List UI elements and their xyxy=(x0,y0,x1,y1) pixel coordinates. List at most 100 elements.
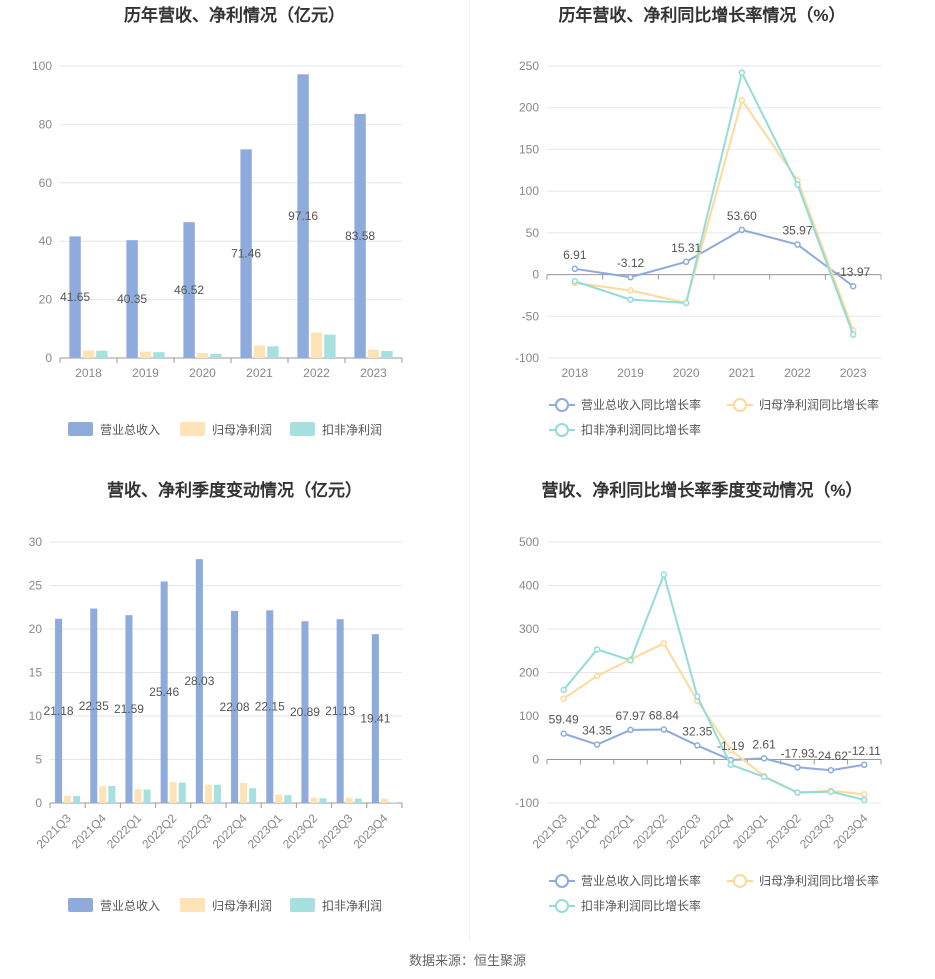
y-tick-label: 60 xyxy=(39,176,53,190)
bar-data-label: 28.03 xyxy=(184,674,214,688)
annual-revenue-profit-chart: 历年营收、净利情况（亿元） 0 20 40 60 80 100 2018 2019 2020 202… xyxy=(0,0,469,450)
series-point xyxy=(794,764,801,771)
bar xyxy=(324,334,336,358)
series-point xyxy=(660,726,668,733)
legend-item: 扣非净利润 xyxy=(290,898,382,913)
series-point xyxy=(682,258,690,266)
y-tick-label: 10 xyxy=(29,709,43,723)
bar-data-label: 21.18 xyxy=(44,704,74,718)
bar-data-label: 22.15 xyxy=(255,700,285,714)
series-line xyxy=(563,642,865,796)
bar xyxy=(134,789,142,803)
x-tick-label: 2022Q4 xyxy=(697,811,737,851)
y-tick-label: 20 xyxy=(39,293,53,307)
y-tick-label: 300 xyxy=(519,622,539,636)
series-point xyxy=(593,646,601,653)
legend-label: 营业总收入 xyxy=(100,899,160,913)
legend-marker xyxy=(555,398,569,412)
bar xyxy=(73,796,81,803)
legend-marker xyxy=(733,874,747,888)
series-point xyxy=(727,761,734,768)
x-tick-label: 2021Q4 xyxy=(69,811,109,851)
series-point xyxy=(627,287,634,294)
x-tick-label: 2022 xyxy=(784,366,811,380)
legend-item: 营业总收入同比增长率 xyxy=(549,873,701,888)
x-tick-label: 2023 xyxy=(840,366,867,380)
x-tick-label: 2022Q3 xyxy=(663,811,703,851)
bar xyxy=(213,784,221,803)
point-data-label: -3.12 xyxy=(617,256,645,270)
series-point xyxy=(760,773,768,781)
legend-marker xyxy=(555,899,569,913)
x-tick-label: 2019 xyxy=(132,366,159,380)
bar xyxy=(284,795,292,803)
legend-item: 扣非净利润同比增长率 xyxy=(549,898,701,913)
x-tick-label: 2022Q3 xyxy=(174,811,214,851)
point-data-label: 34.35 xyxy=(582,724,612,738)
bar xyxy=(240,149,252,358)
x-tick-label: 2020 xyxy=(189,366,216,380)
series-point xyxy=(660,571,668,578)
bar xyxy=(55,618,63,803)
x-tick-label: 2023Q1 xyxy=(730,811,770,851)
bar-data-label: 21.59 xyxy=(114,702,144,716)
y-tick-label: 20 xyxy=(29,622,43,636)
legend-item: 归母净利润同比增长率 xyxy=(727,397,879,412)
bar xyxy=(90,608,98,803)
bar xyxy=(301,621,309,803)
x-tick-label: 2021Q3 xyxy=(530,811,570,851)
x-tick-label: 2022Q2 xyxy=(139,811,179,851)
bar xyxy=(266,610,274,803)
series-point xyxy=(849,282,857,290)
series-point xyxy=(760,755,768,762)
y-tick-label: 40 xyxy=(39,234,53,248)
bar xyxy=(310,797,318,803)
series-point xyxy=(571,277,579,285)
y-tick-label: -50 xyxy=(522,309,540,323)
bar xyxy=(139,351,152,358)
point-data-label: 35.97 xyxy=(782,224,812,238)
legend-item: 扣非净利润同比增长率 xyxy=(549,422,701,437)
bar xyxy=(267,346,279,358)
bar xyxy=(389,802,397,804)
legend-label: 营业总收入 xyxy=(100,423,160,437)
legend-item: 营业总收入 xyxy=(68,898,160,913)
point-data-label: 68.84 xyxy=(649,709,679,723)
legend-marker xyxy=(733,398,747,412)
bar xyxy=(69,236,81,358)
data-source-note: 数据来源：恒生聚源 xyxy=(408,953,526,968)
bar-data-label: 22.08 xyxy=(220,700,250,714)
bar xyxy=(336,619,344,803)
bar xyxy=(371,634,379,803)
y-tick-label: 200 xyxy=(519,101,539,115)
bar-data-label: 71.46 xyxy=(231,247,261,261)
series-point xyxy=(738,96,746,104)
bar xyxy=(196,353,209,358)
legend-label: 扣非净利润同比增长率 xyxy=(581,422,701,437)
bar xyxy=(249,788,257,803)
point-data-label: 2.61 xyxy=(752,737,776,751)
x-tick-label: 2020 xyxy=(673,366,700,380)
legend-label: 归母净利润同比增长率 xyxy=(759,397,879,412)
point-data-label: 59.49 xyxy=(549,713,579,727)
bar xyxy=(160,581,168,803)
x-tick-label: 2023Q3 xyxy=(797,811,837,851)
point-data-label: -24.62 xyxy=(814,749,848,763)
x-tick-label: 2021Q3 xyxy=(34,811,74,851)
bar-data-label: 46.52 xyxy=(174,283,204,297)
x-tick-label: 2023Q3 xyxy=(315,811,355,851)
annual-revenue-profit-svg: 历年营收、净利情况（亿元） 0 20 40 60 80 100 2018 2019 2020 202… xyxy=(32,5,403,437)
quarterly-growth-rate-svg: 营收、净利同比增长率季度变动情况（%） -100 0 100 200 300 400 500 2… xyxy=(515,480,882,913)
bar xyxy=(108,786,116,803)
bar xyxy=(195,559,203,803)
bar-data-label: 40.35 xyxy=(117,292,147,306)
legend-label: 扣非净利润同比增长率 xyxy=(581,898,701,913)
legend-swatch xyxy=(68,898,93,912)
legend-swatch xyxy=(68,422,93,436)
series-point xyxy=(560,695,567,702)
y-tick-label: 500 xyxy=(519,535,539,549)
legend-label: 营业总收入同比增长率 xyxy=(581,397,701,412)
legend-item: 营业总收入同比增长率 xyxy=(549,397,701,412)
series-line xyxy=(574,69,855,335)
x-tick-label: 2019 xyxy=(617,366,644,380)
